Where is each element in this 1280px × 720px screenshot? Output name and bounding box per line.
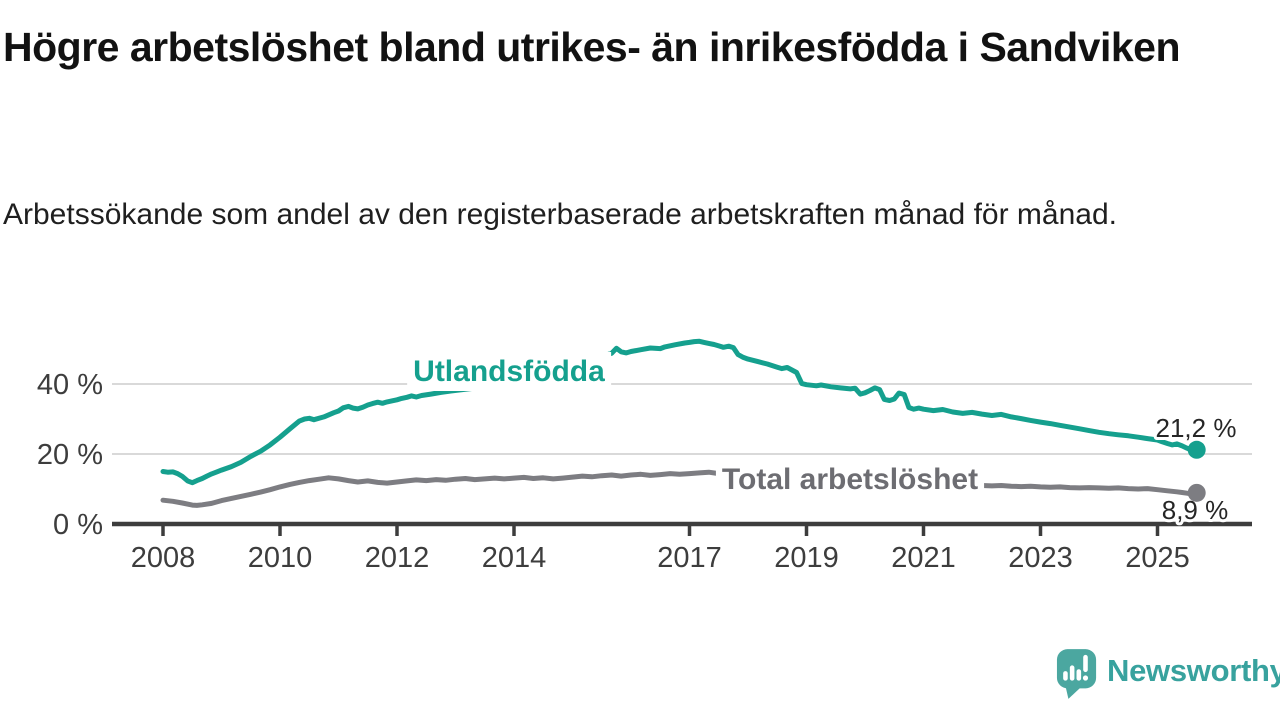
x-tick-label: 2023: [1008, 542, 1073, 574]
series-label-0: Utlandsfödda: [413, 355, 605, 388]
series-line-0: [160, 338, 1200, 486]
chart-subtitle: Arbetssökande som andel av den registerb…: [3, 198, 1117, 231]
series-label-bg-0: [407, 352, 612, 391]
y-tick-label: 40 %: [37, 369, 103, 401]
newsworthy-bubble-chart-icon: [1056, 649, 1097, 699]
x-tick-label: 2021: [891, 542, 956, 574]
y-tick-label: 20 %: [37, 439, 103, 471]
newsworthy-wordmark: Newsworthy: [1107, 653, 1280, 688]
series-line-1: [160, 469, 1200, 508]
x-tick-label: 2014: [482, 542, 547, 574]
newsworthy-logo: Newsworthy: [1056, 648, 1280, 700]
series-label-bg-1: [715, 460, 985, 499]
x-tick-label: 2010: [248, 542, 313, 574]
chart-title: Högre arbetslöshet bland utrikes- än inr…: [3, 24, 1181, 70]
end-value-label-0: 21,2 %: [1156, 413, 1237, 443]
x-tick-label: 2008: [131, 542, 196, 574]
x-tick-label: 2012: [365, 542, 430, 574]
x-tick-label: 2019: [774, 542, 839, 574]
y-tick-label: 0 %: [53, 509, 103, 541]
x-tick-label: 2025: [1125, 542, 1190, 574]
end-dot-1: [1187, 483, 1206, 502]
series-label-1: Total arbetslöshet: [722, 463, 978, 496]
end-value-label-1: 8,9 %: [1162, 495, 1229, 525]
x-tick-label: 2017: [657, 542, 722, 574]
end-dot-0: [1187, 440, 1206, 459]
